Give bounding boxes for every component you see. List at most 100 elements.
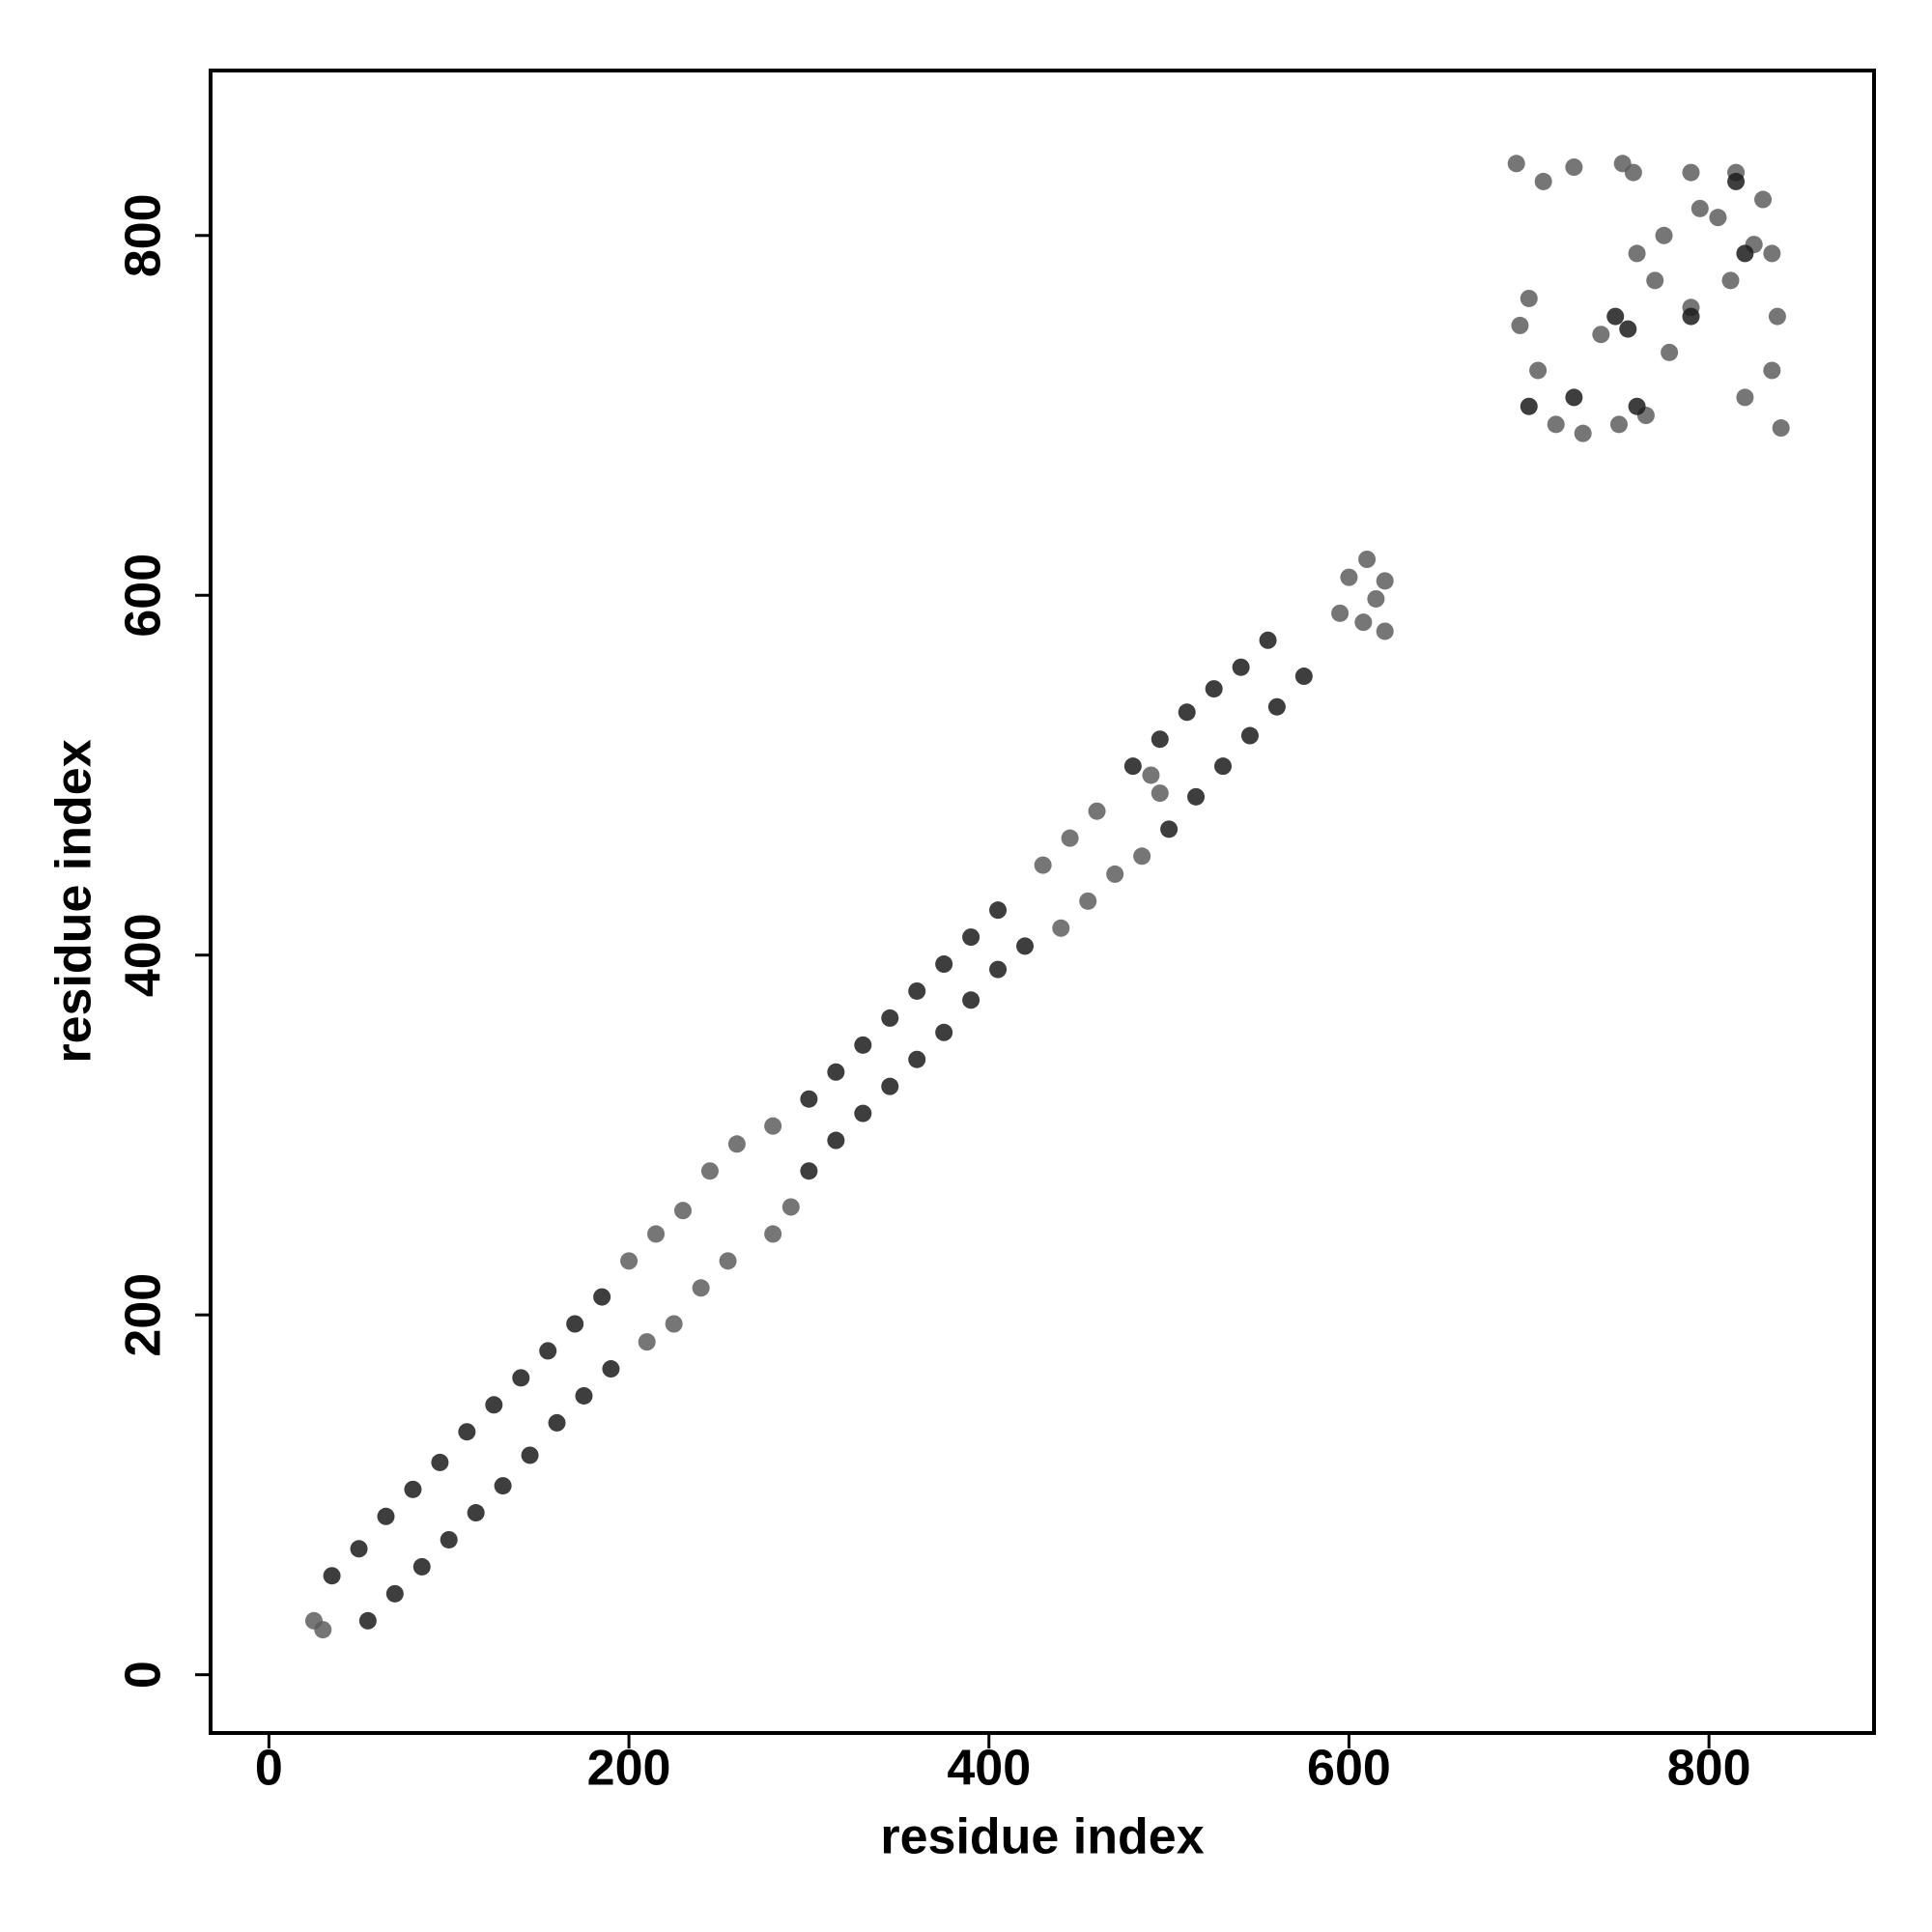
point	[1052, 919, 1070, 937]
point	[323, 1567, 341, 1585]
point	[1358, 551, 1377, 569]
point	[1763, 244, 1781, 263]
y-tick-label: 400	[116, 913, 172, 997]
y-tick-label: 0	[116, 1661, 172, 1689]
point	[1727, 172, 1746, 190]
point	[673, 1202, 692, 1220]
point	[1721, 271, 1740, 290]
point	[1123, 757, 1142, 776]
point	[935, 1023, 953, 1041]
point	[1106, 865, 1124, 883]
point	[989, 960, 1008, 979]
y-axis-label: residue index	[46, 739, 102, 1063]
point	[1646, 271, 1664, 290]
point	[1628, 397, 1646, 415]
point	[827, 1063, 845, 1081]
point	[1609, 415, 1628, 434]
point	[377, 1507, 395, 1525]
point	[1340, 568, 1358, 586]
point	[764, 1117, 782, 1135]
point	[494, 1477, 512, 1495]
point	[1160, 820, 1179, 838]
point	[665, 1315, 683, 1333]
point	[1529, 361, 1548, 380]
point	[881, 1077, 899, 1095]
point	[539, 1342, 557, 1360]
point	[1187, 787, 1206, 806]
point	[602, 1360, 620, 1378]
point	[1736, 388, 1754, 407]
y-tick-label: 600	[116, 554, 172, 638]
point	[1331, 604, 1350, 622]
point	[1507, 155, 1525, 173]
point	[1259, 631, 1277, 649]
point	[1016, 937, 1035, 955]
point	[1534, 172, 1552, 190]
point	[854, 1104, 872, 1122]
point	[1709, 209, 1727, 227]
point	[485, 1396, 503, 1414]
point	[1088, 802, 1106, 820]
point	[314, 1621, 332, 1639]
point	[727, 1135, 746, 1153]
point	[1376, 572, 1394, 590]
point	[548, 1413, 566, 1432]
point	[1547, 415, 1565, 434]
point	[358, 1611, 377, 1630]
point	[962, 991, 980, 1009]
point	[1772, 419, 1790, 438]
point	[412, 1557, 431, 1576]
point	[1240, 726, 1259, 745]
point	[827, 1131, 845, 1150]
point	[1061, 829, 1079, 847]
point	[800, 1162, 818, 1180]
y-tick-label: 800	[116, 193, 172, 277]
point	[1267, 697, 1286, 716]
point	[1736, 244, 1754, 263]
point	[1205, 680, 1223, 698]
point	[700, 1162, 719, 1180]
point	[1768, 307, 1786, 326]
point	[989, 901, 1008, 920]
point	[692, 1279, 710, 1297]
y-tick-label: 200	[116, 1273, 172, 1357]
x-tick-label: 0	[255, 1741, 283, 1797]
x-tick-label: 400	[947, 1741, 1031, 1797]
point	[764, 1225, 782, 1243]
point	[1565, 388, 1583, 407]
point	[1628, 244, 1646, 263]
point	[1151, 784, 1169, 803]
point	[1655, 226, 1673, 244]
point	[800, 1090, 818, 1108]
point	[935, 955, 953, 974]
point	[440, 1530, 458, 1548]
point	[521, 1446, 539, 1464]
point	[1682, 307, 1700, 326]
point	[1294, 668, 1313, 686]
x-axis-label: residue index	[880, 1809, 1204, 1865]
point	[385, 1584, 404, 1603]
point	[1574, 424, 1592, 442]
point	[962, 928, 980, 947]
point	[908, 1050, 926, 1068]
point	[1763, 361, 1781, 380]
point	[881, 1009, 899, 1027]
point	[458, 1423, 476, 1441]
point	[1565, 158, 1583, 177]
point	[1213, 757, 1232, 776]
point	[350, 1540, 368, 1558]
point	[1151, 730, 1169, 749]
x-tick-label: 800	[1667, 1741, 1751, 1797]
point	[1232, 658, 1250, 676]
point	[1754, 190, 1773, 209]
point	[781, 1198, 800, 1216]
point	[638, 1333, 656, 1351]
point	[1034, 856, 1052, 874]
point	[908, 981, 926, 1000]
point	[1079, 892, 1097, 910]
plot-frame	[209, 69, 1876, 1735]
point	[854, 1036, 872, 1054]
point	[1661, 343, 1679, 361]
point	[1354, 613, 1373, 632]
